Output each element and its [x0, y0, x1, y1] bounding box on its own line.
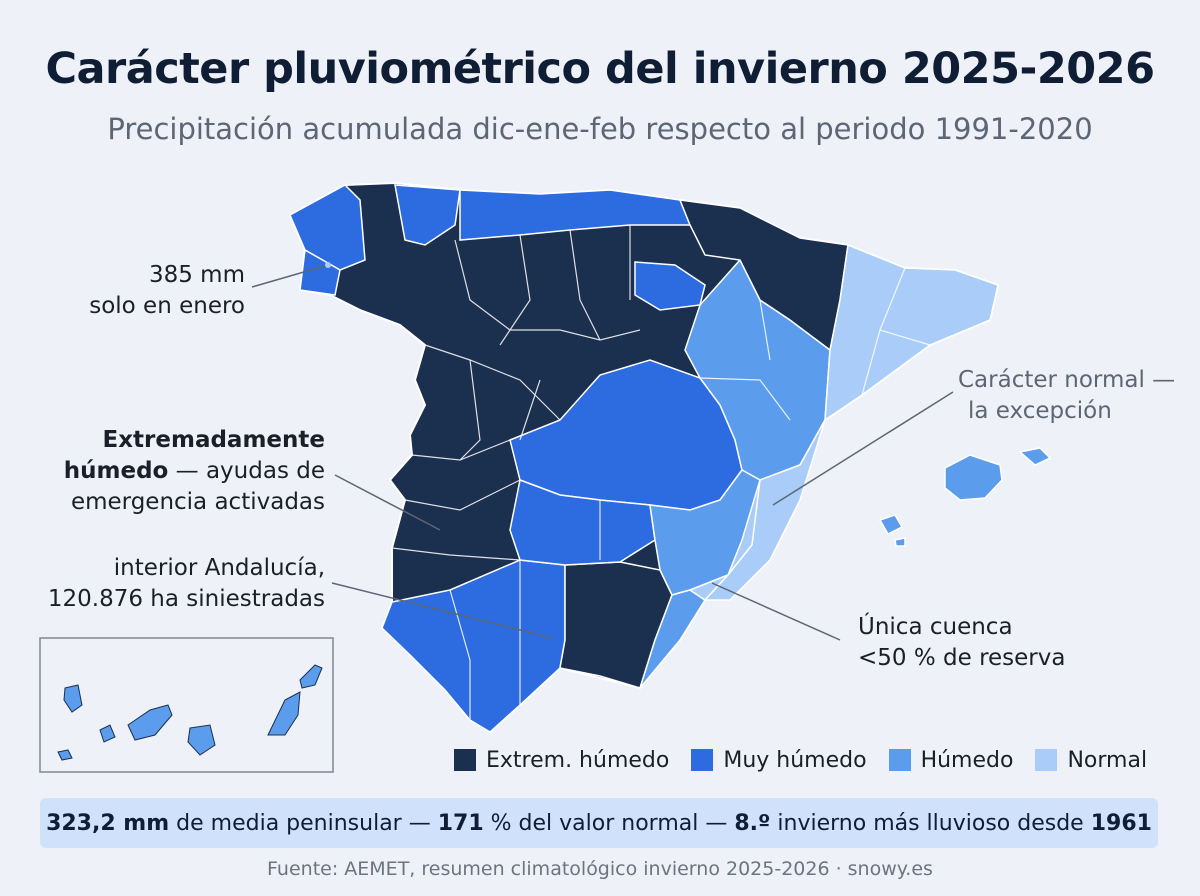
island-menorca [1018, 447, 1052, 466]
region-lugo [394, 184, 461, 246]
legend-label: Muy húmedo [723, 747, 867, 773]
map-subtitle: Precipitación acumulada dic-ene-feb resp… [107, 112, 1093, 146]
annotation-cuenca-line2: <50 % de reserva [858, 645, 1066, 671]
legend-label: Húmedo [920, 747, 1014, 773]
map-title: Carácter pluviométrico del invierno 2025… [45, 44, 1155, 94]
island-formentera [894, 537, 906, 547]
annotation-normal-line1: Carácter normal — [958, 367, 1176, 393]
dot-galicia [325, 262, 331, 268]
stat-text-3: invierno más lluvioso desde [770, 810, 1091, 836]
legend-item-normal: Normal [1035, 748, 1147, 773]
region-galicia-west [289, 184, 366, 271]
legend-swatch [888, 749, 911, 771]
annotation-cuenca-line1: Única cuenca [858, 614, 1013, 640]
canary-inset [39, 637, 334, 773]
stat-text-1: de media peninsular — [169, 810, 438, 836]
region-cantabria-coast [459, 189, 692, 241]
stat-text-2: % del valor normal — [483, 810, 735, 836]
annotation-cuenca: Única cuenca <50 % de reserva [858, 612, 1118, 674]
annotation-extremadura-rest2: emergencia activadas [70, 489, 325, 515]
stat-value-rank: 8.º [734, 810, 771, 836]
island-mallorca [944, 454, 1003, 501]
legend-label: Extrem. húmedo [486, 747, 670, 773]
annotation-normal: Carácter normal — la excepción [958, 365, 1188, 427]
annotation-galicia-line2: solo en enero [89, 293, 245, 319]
region-navarra-huesca [678, 199, 849, 352]
province-boundaries [391, 225, 931, 720]
legend-item-humedo: Húmedo [888, 747, 1014, 773]
stat-value-percent: 171 [437, 810, 484, 836]
region-cordoba [509, 478, 656, 566]
annotation-extremadura-bold: Extremadamente [102, 427, 326, 453]
annotation-extremadura-rest1: — ayudas de [168, 458, 325, 484]
annotation-galicia-line1: 385 mm [148, 262, 245, 288]
annotation-extremadura-bold2: húmedo [63, 458, 169, 484]
canary-islands [57, 664, 323, 761]
legend-swatch [691, 749, 714, 771]
region-valencia-south [703, 419, 826, 601]
annotation-lines [251, 264, 954, 641]
annotation-andalucia-line2: 120.876 ha siniestradas [47, 586, 325, 612]
annotation-extremadura: Extremadamente húmedo — ayudas de emerge… [30, 425, 325, 518]
legend-item-muy-humedo: Muy húmedo [691, 747, 867, 773]
annotation-galicia: 385 mm solo en enero [60, 260, 245, 322]
summary-stat-bar: 323,2 mm de media peninsular — 171 % del… [40, 798, 1158, 848]
island-ibiza [878, 514, 904, 535]
map-legend: Extrem. húmedo Muy húmedo Húmedo Normal [454, 745, 1147, 775]
stat-value-year: 1961 [1090, 810, 1152, 836]
legend-label: Normal [1067, 747, 1148, 773]
legend-swatch [454, 749, 476, 771]
source-credit: Fuente: AEMET, resumen climatológico inv… [267, 858, 933, 880]
legend-item-extrem-humedo: Extrem. húmedo [454, 748, 669, 773]
annotation-normal-line2: la excepción [968, 398, 1112, 424]
annotation-andalucia-line1: interior Andalucía, [113, 555, 325, 581]
stat-value-mm: 323,2 mm [46, 810, 170, 836]
legend-swatch [1035, 749, 1058, 771]
annotation-andalucia: interior Andalucía, 120.876 ha siniestra… [40, 553, 325, 615]
